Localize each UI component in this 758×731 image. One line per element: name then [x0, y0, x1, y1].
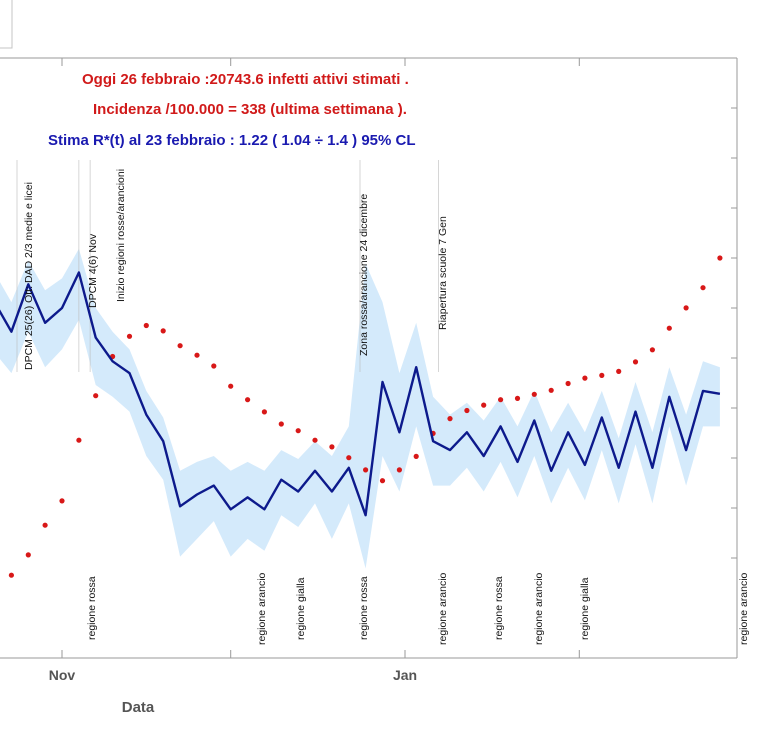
infection-point	[278, 421, 284, 427]
infection-point	[93, 393, 99, 399]
infection-point	[632, 359, 639, 365]
top-annotations: DPCM 25(26) Ott: DAD 2/3 medie e licei D…	[23, 169, 449, 370]
infection-point	[363, 467, 369, 473]
infection-point	[717, 255, 723, 261]
annotation-lines	[16, 160, 440, 372]
infection-point	[396, 467, 402, 473]
infection-point	[346, 455, 352, 461]
infection-point	[126, 333, 133, 339]
infection-point	[498, 397, 504, 403]
infection-point	[42, 522, 48, 528]
infection-point	[245, 397, 251, 403]
infection-point	[548, 387, 554, 393]
infection-point	[683, 305, 689, 311]
infection-point	[700, 285, 706, 291]
infection-point	[582, 375, 588, 381]
annotation-zona-rossa: Zona rossa/arancione 24 dicembre	[358, 194, 370, 356]
infection-point	[177, 343, 183, 349]
infection-point	[143, 322, 149, 329]
infection-point	[76, 437, 82, 443]
region-label-7: regione arancio	[533, 572, 545, 645]
infection-point	[464, 407, 470, 414]
region-label-1: regione rossa	[86, 576, 98, 640]
infection-point	[228, 383, 234, 389]
infection-point	[194, 352, 200, 358]
region-label-8: regione gialla	[579, 577, 591, 640]
region-label-5: regione arancio	[437, 572, 449, 645]
annotation-riapertura-scuole: Riapertura scuole 7 Gen	[437, 216, 449, 330]
region-label-6: regione rossa	[493, 576, 505, 640]
bottom-annotations: regione rossa regione arancio regione gi…	[86, 572, 750, 645]
region-label-2: regione arancio	[256, 572, 268, 645]
infection-point	[481, 402, 487, 408]
chart-title-line-2: Incidenza /100.000 = 338 (ultima settima…	[93, 101, 407, 118]
infection-point	[666, 325, 672, 331]
axis-ticks	[61, 57, 737, 658]
infection-point	[447, 416, 453, 422]
confidence-band	[0, 248, 720, 569]
infection-point	[649, 347, 656, 353]
infection-point	[599, 372, 605, 378]
x-tick-jan: Jan	[393, 667, 417, 683]
annotation-regioni-rosse: Inizio regioni rosse/arancioni	[115, 169, 127, 302]
active-infections-series	[8, 255, 723, 578]
infection-point	[329, 444, 335, 450]
infection-point	[531, 391, 537, 397]
x-tick-nov: Nov	[49, 667, 76, 683]
region-label-9: regione arancio	[738, 572, 750, 645]
infection-point	[413, 453, 419, 459]
infection-point	[211, 363, 217, 369]
region-label-4: regione rossa	[358, 576, 370, 640]
infection-point	[514, 395, 521, 401]
rt-line	[0, 271, 721, 517]
infection-point	[312, 437, 318, 443]
infection-point	[25, 552, 31, 558]
infection-point	[59, 498, 65, 504]
annotation-dpcm-ott: DPCM 25(26) Ott: DAD 2/3 medie e licei	[23, 182, 35, 370]
infection-point	[616, 368, 622, 374]
annotation-dpcm-nov: DPCM 4(6) Nov	[87, 233, 99, 308]
region-label-3: regione gialla	[295, 577, 307, 640]
inner-corner	[0, 0, 13, 49]
x-axis-label: Data	[122, 699, 155, 716]
infection-point	[379, 478, 386, 484]
infection-point	[295, 428, 301, 434]
chart-title-line-3: Stima R*(t) al 23 febbraio : 1.22 ( 1.04…	[48, 132, 416, 149]
chart-title-line-1: Oggi 26 febbraio :20743.6 infetti attivi…	[82, 71, 409, 88]
infection-point	[565, 380, 571, 387]
infection-point	[261, 409, 267, 415]
infection-point	[8, 572, 14, 578]
infection-point	[160, 328, 166, 334]
